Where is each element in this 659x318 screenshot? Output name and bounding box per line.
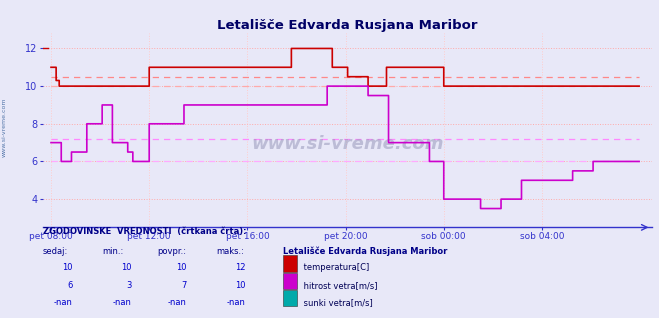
Text: 3: 3 bbox=[127, 281, 132, 290]
Text: Letališče Edvarda Rusjana Maribor: Letališče Edvarda Rusjana Maribor bbox=[283, 247, 447, 256]
Text: 6: 6 bbox=[67, 281, 72, 290]
Text: www.si-vreme.com: www.si-vreme.com bbox=[2, 97, 7, 157]
Text: -nan: -nan bbox=[227, 298, 246, 307]
Text: maks.:: maks.: bbox=[216, 247, 244, 256]
Text: -nan: -nan bbox=[113, 298, 132, 307]
Text: povpr.:: povpr.: bbox=[157, 247, 186, 256]
Text: 12: 12 bbox=[235, 263, 246, 272]
Text: hitrost vetra[m/s]: hitrost vetra[m/s] bbox=[301, 281, 377, 290]
Text: 10: 10 bbox=[176, 263, 186, 272]
Text: min.:: min.: bbox=[102, 247, 123, 256]
Text: -nan: -nan bbox=[167, 298, 186, 307]
Text: -nan: -nan bbox=[53, 298, 72, 307]
Text: 10: 10 bbox=[121, 263, 132, 272]
Text: sunki vetra[m/s]: sunki vetra[m/s] bbox=[301, 298, 372, 307]
Text: 10: 10 bbox=[62, 263, 72, 272]
Text: www.si-vreme.com: www.si-vreme.com bbox=[251, 135, 444, 153]
Text: 10: 10 bbox=[235, 281, 246, 290]
Text: ZGODOVINSKE  VREDNOSTI  (črtkana črta):: ZGODOVINSKE VREDNOSTI (črtkana črta): bbox=[43, 227, 246, 236]
Title: Letališče Edvarda Rusjana Maribor: Letališče Edvarda Rusjana Maribor bbox=[217, 19, 478, 32]
Text: sedaj:: sedaj: bbox=[43, 247, 68, 256]
Text: temperatura[C]: temperatura[C] bbox=[301, 263, 369, 272]
Text: 7: 7 bbox=[181, 281, 186, 290]
